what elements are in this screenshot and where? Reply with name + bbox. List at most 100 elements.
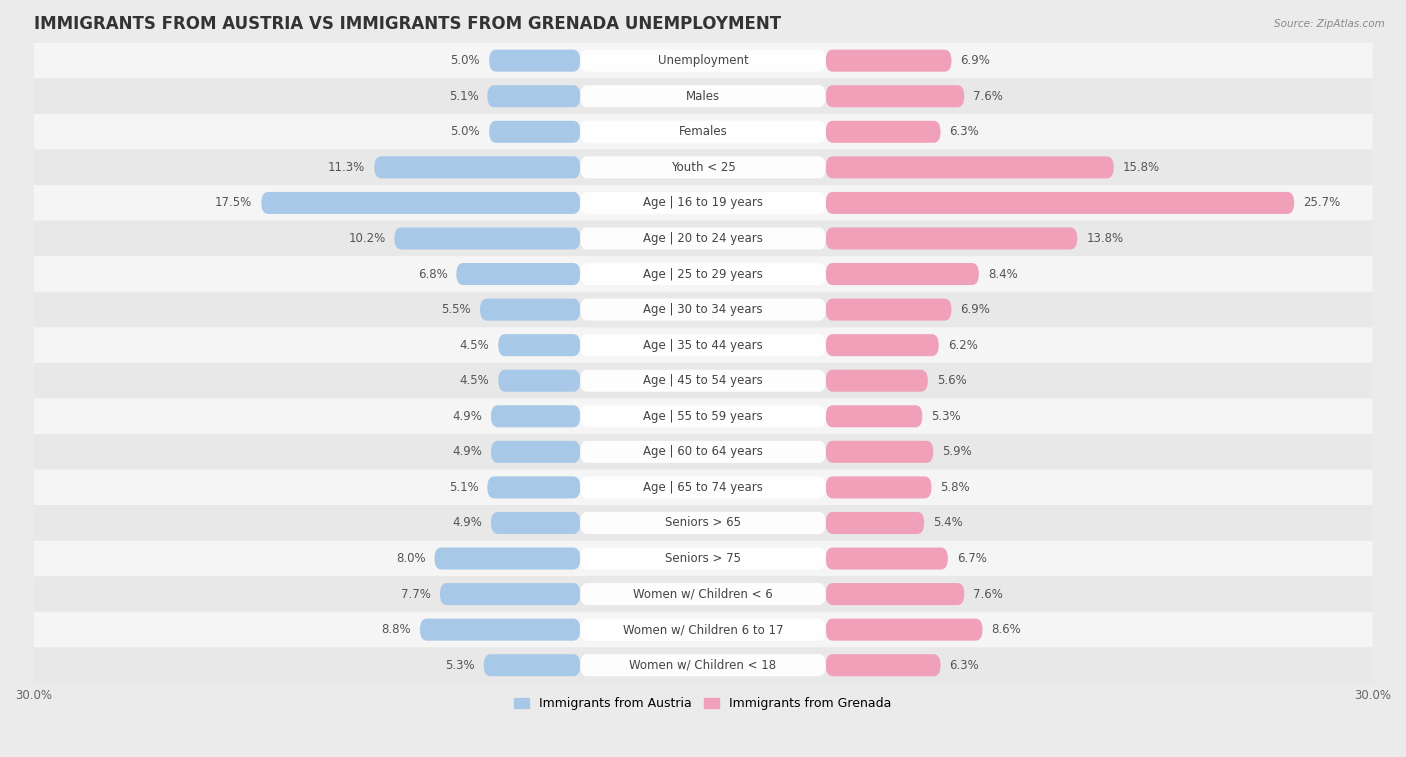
Text: 6.8%: 6.8%	[418, 267, 447, 281]
Legend: Immigrants from Austria, Immigrants from Grenada: Immigrants from Austria, Immigrants from…	[509, 692, 897, 715]
FancyBboxPatch shape	[581, 583, 825, 605]
FancyBboxPatch shape	[491, 512, 581, 534]
FancyBboxPatch shape	[825, 50, 952, 72]
FancyBboxPatch shape	[491, 441, 581, 463]
Text: 6.3%: 6.3%	[949, 126, 979, 139]
FancyBboxPatch shape	[581, 50, 825, 72]
FancyBboxPatch shape	[491, 405, 581, 427]
Text: Age | 30 to 34 years: Age | 30 to 34 years	[643, 303, 763, 316]
Text: 5.3%: 5.3%	[446, 659, 475, 671]
Text: 6.7%: 6.7%	[956, 552, 987, 565]
Text: 6.9%: 6.9%	[960, 55, 990, 67]
Text: 4.5%: 4.5%	[460, 374, 489, 388]
FancyBboxPatch shape	[825, 263, 979, 285]
FancyBboxPatch shape	[394, 227, 581, 250]
Text: Males: Males	[686, 90, 720, 103]
FancyBboxPatch shape	[498, 334, 581, 357]
FancyBboxPatch shape	[825, 405, 922, 427]
FancyBboxPatch shape	[440, 583, 581, 605]
Text: 15.8%: 15.8%	[1122, 160, 1160, 174]
FancyBboxPatch shape	[34, 221, 1372, 257]
FancyBboxPatch shape	[825, 583, 965, 605]
Text: Age | 60 to 64 years: Age | 60 to 64 years	[643, 445, 763, 458]
FancyBboxPatch shape	[581, 405, 825, 427]
FancyBboxPatch shape	[581, 263, 825, 285]
FancyBboxPatch shape	[825, 192, 1294, 214]
FancyBboxPatch shape	[374, 157, 581, 179]
FancyBboxPatch shape	[34, 398, 1372, 434]
Text: Women w/ Children < 6: Women w/ Children < 6	[633, 587, 773, 600]
Text: 7.6%: 7.6%	[973, 90, 1002, 103]
Text: 6.3%: 6.3%	[949, 659, 979, 671]
FancyBboxPatch shape	[34, 114, 1372, 150]
FancyBboxPatch shape	[581, 441, 825, 463]
FancyBboxPatch shape	[262, 192, 581, 214]
Text: 8.6%: 8.6%	[991, 623, 1021, 636]
FancyBboxPatch shape	[581, 369, 825, 392]
FancyBboxPatch shape	[479, 298, 581, 321]
Text: 8.4%: 8.4%	[988, 267, 1018, 281]
FancyBboxPatch shape	[581, 654, 825, 676]
FancyBboxPatch shape	[581, 86, 825, 107]
FancyBboxPatch shape	[34, 363, 1372, 398]
Text: 4.9%: 4.9%	[453, 445, 482, 458]
Text: 10.2%: 10.2%	[349, 232, 385, 245]
Text: 8.8%: 8.8%	[381, 623, 411, 636]
FancyBboxPatch shape	[825, 157, 1114, 179]
Text: 7.7%: 7.7%	[401, 587, 432, 600]
FancyBboxPatch shape	[825, 121, 941, 143]
FancyBboxPatch shape	[581, 192, 825, 214]
FancyBboxPatch shape	[825, 618, 983, 640]
FancyBboxPatch shape	[457, 263, 581, 285]
FancyBboxPatch shape	[34, 327, 1372, 363]
FancyBboxPatch shape	[825, 227, 1077, 250]
Text: 5.0%: 5.0%	[450, 126, 481, 139]
FancyBboxPatch shape	[488, 86, 581, 107]
Text: Seniors > 65: Seniors > 65	[665, 516, 741, 529]
FancyBboxPatch shape	[581, 547, 825, 569]
Text: IMMIGRANTS FROM AUSTRIA VS IMMIGRANTS FROM GRENADA UNEMPLOYMENT: IMMIGRANTS FROM AUSTRIA VS IMMIGRANTS FR…	[34, 15, 780, 33]
Text: Age | 55 to 59 years: Age | 55 to 59 years	[643, 410, 763, 423]
FancyBboxPatch shape	[34, 540, 1372, 576]
Text: 5.5%: 5.5%	[441, 303, 471, 316]
FancyBboxPatch shape	[825, 512, 924, 534]
FancyBboxPatch shape	[825, 334, 939, 357]
FancyBboxPatch shape	[434, 547, 581, 569]
FancyBboxPatch shape	[581, 618, 825, 640]
Text: 5.4%: 5.4%	[934, 516, 963, 529]
Text: Age | 25 to 29 years: Age | 25 to 29 years	[643, 267, 763, 281]
Text: Age | 20 to 24 years: Age | 20 to 24 years	[643, 232, 763, 245]
Text: 7.6%: 7.6%	[973, 587, 1002, 600]
FancyBboxPatch shape	[34, 185, 1372, 221]
FancyBboxPatch shape	[498, 369, 581, 392]
FancyBboxPatch shape	[581, 334, 825, 357]
Text: 5.1%: 5.1%	[449, 90, 478, 103]
Text: Age | 45 to 54 years: Age | 45 to 54 years	[643, 374, 763, 388]
Text: 5.6%: 5.6%	[936, 374, 966, 388]
FancyBboxPatch shape	[34, 150, 1372, 185]
FancyBboxPatch shape	[825, 441, 934, 463]
Text: 5.8%: 5.8%	[941, 481, 970, 494]
FancyBboxPatch shape	[825, 298, 952, 321]
FancyBboxPatch shape	[488, 476, 581, 498]
FancyBboxPatch shape	[825, 547, 948, 569]
FancyBboxPatch shape	[581, 227, 825, 250]
Text: 5.0%: 5.0%	[450, 55, 481, 67]
Text: 5.9%: 5.9%	[942, 445, 972, 458]
Text: Seniors > 75: Seniors > 75	[665, 552, 741, 565]
FancyBboxPatch shape	[34, 43, 1372, 79]
FancyBboxPatch shape	[581, 121, 825, 143]
Text: 5.1%: 5.1%	[449, 481, 478, 494]
Text: 6.9%: 6.9%	[960, 303, 990, 316]
FancyBboxPatch shape	[34, 291, 1372, 327]
Text: Women w/ Children < 18: Women w/ Children < 18	[630, 659, 776, 671]
FancyBboxPatch shape	[489, 121, 581, 143]
FancyBboxPatch shape	[34, 434, 1372, 469]
FancyBboxPatch shape	[581, 476, 825, 498]
Text: Age | 16 to 19 years: Age | 16 to 19 years	[643, 196, 763, 210]
Text: Youth < 25: Youth < 25	[671, 160, 735, 174]
Text: 13.8%: 13.8%	[1087, 232, 1123, 245]
FancyBboxPatch shape	[34, 469, 1372, 505]
Text: 5.3%: 5.3%	[931, 410, 960, 423]
Text: Age | 65 to 74 years: Age | 65 to 74 years	[643, 481, 763, 494]
